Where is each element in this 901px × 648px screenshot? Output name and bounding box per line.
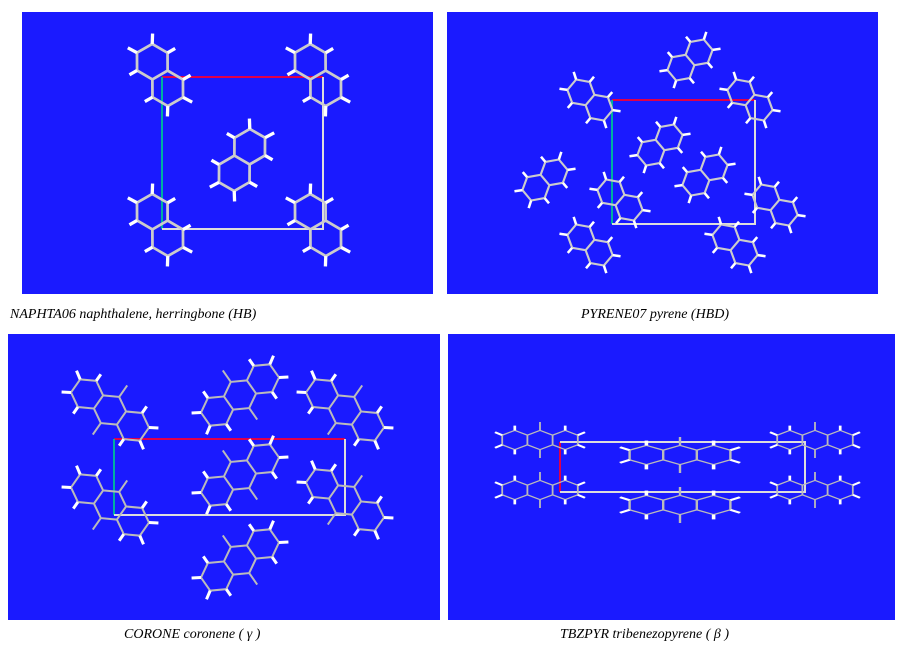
figure: NAPHTA06 naphthalene, herringbone (HB) P… <box>0 0 901 648</box>
panel-tribenzopyrene <box>448 334 895 620</box>
figure-art <box>0 0 901 648</box>
panel-naphthalene <box>22 12 433 294</box>
caption: CORONE coronene ( γ ) <box>124 627 260 643</box>
panel-pyrene <box>447 12 878 294</box>
caption: PYRENE07 pyrene (HBD) <box>581 307 729 323</box>
panel-coronene <box>8 334 440 620</box>
caption: TBZPYR tribenezopyrene ( β ) <box>560 627 729 643</box>
caption: NAPHTA06 naphthalene, herringbone (HB) <box>10 307 256 323</box>
